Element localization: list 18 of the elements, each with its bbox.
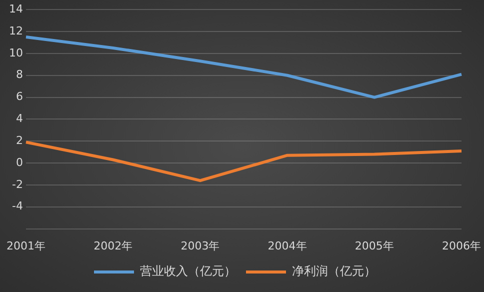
y-tick-label: -2 (12, 178, 23, 191)
y-tick-label: 2 (16, 134, 23, 147)
x-tick-label: 2005年 (354, 239, 394, 252)
y-tick-label: 12 (8, 24, 23, 38)
x-tick-label: 2006年 (442, 239, 482, 252)
x-tick-label: 2002年 (94, 239, 133, 252)
y-tick-label: 6 (16, 90, 23, 104)
y-tick-label: 8 (16, 68, 23, 82)
x-tick-label: 2003年 (180, 239, 220, 252)
y-tick-label: 0 (16, 156, 23, 169)
legend-label: 净利润（亿元） (292, 264, 376, 278)
y-tick-label: 14 (8, 2, 23, 16)
x-tick-label: 2004年 (268, 239, 307, 252)
legend-label: 营业收入（亿元） (140, 264, 236, 278)
y-tick-label: -4 (12, 200, 23, 213)
y-tick-label: 4 (16, 112, 23, 126)
x-tick-label: 2001年 (6, 239, 46, 252)
y-tick-label: 10 (8, 46, 23, 60)
